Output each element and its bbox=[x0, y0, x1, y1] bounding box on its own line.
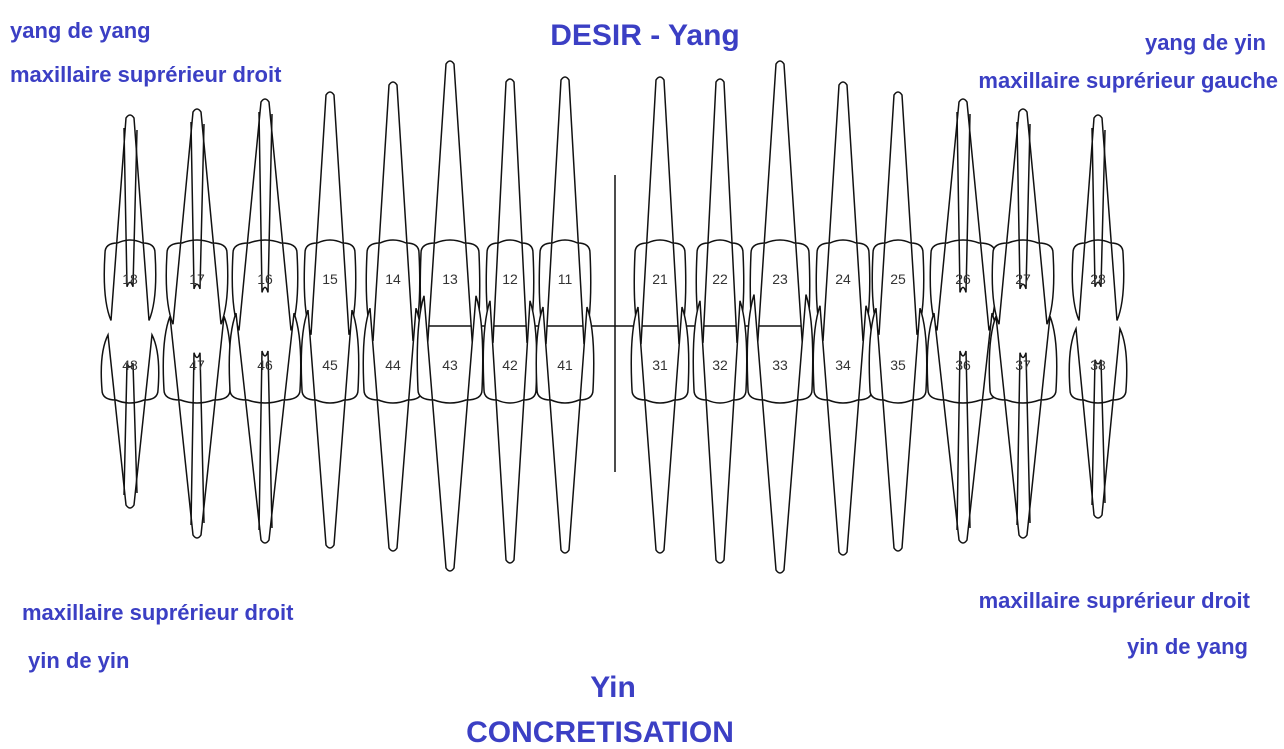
tooth-root-split bbox=[1016, 352, 1031, 526]
tooth-root-split bbox=[956, 111, 971, 293]
tooth bbox=[482, 300, 538, 564]
tooth bbox=[365, 81, 421, 342]
tooth bbox=[692, 300, 748, 564]
tooth bbox=[749, 60, 811, 355]
tooth bbox=[538, 76, 592, 345]
tooth bbox=[929, 98, 997, 331]
tooth bbox=[815, 81, 871, 342]
tooth-number: 25 bbox=[890, 271, 906, 287]
tooth-number: 42 bbox=[502, 357, 518, 373]
tooth bbox=[485, 78, 535, 344]
tooth-root-split bbox=[258, 350, 273, 531]
tooth bbox=[695, 78, 745, 344]
top-right-label: yang de yin bbox=[1145, 30, 1266, 55]
tooth-number: 27 bbox=[1015, 271, 1031, 287]
tooth bbox=[868, 307, 928, 552]
tooth-number: 44 bbox=[385, 357, 401, 373]
title: DESIR - Yang bbox=[550, 19, 740, 52]
tooth-number: 23 bbox=[772, 271, 788, 287]
tooth-number: 43 bbox=[442, 357, 458, 373]
tooth-number: 36 bbox=[955, 357, 971, 373]
tooth bbox=[228, 312, 302, 544]
tooth-number: 26 bbox=[955, 271, 971, 287]
tooth bbox=[926, 312, 1000, 544]
tooth-number: 35 bbox=[890, 357, 906, 373]
tooth-number: 47 bbox=[189, 357, 205, 373]
tooth bbox=[362, 307, 424, 552]
tooth bbox=[231, 98, 299, 331]
tooth-root-split bbox=[258, 111, 273, 293]
tooth-number: 18 bbox=[122, 271, 138, 287]
tooth-number: 37 bbox=[1015, 357, 1031, 373]
bottom-right-label: yin de yang bbox=[1127, 634, 1248, 659]
tooth bbox=[165, 108, 229, 325]
bottom-right-label: maxillaire suprérieur droit bbox=[979, 588, 1251, 613]
bottom-title: CONCRETISATION bbox=[466, 716, 734, 749]
tooth bbox=[416, 295, 484, 572]
tooth-number: 22 bbox=[712, 271, 728, 287]
tooth-number: 15 bbox=[322, 271, 338, 287]
bottom-left-label: yin de yin bbox=[28, 648, 129, 673]
tooth-root-split bbox=[123, 127, 138, 288]
tooth bbox=[162, 316, 232, 539]
tooth bbox=[1071, 114, 1125, 321]
tooth-number: 38 bbox=[1090, 357, 1106, 373]
tooth-number: 16 bbox=[257, 271, 273, 287]
tooth-number: 31 bbox=[652, 357, 668, 373]
tooth bbox=[630, 306, 690, 554]
tooth bbox=[812, 305, 874, 556]
tooth-root-split bbox=[190, 121, 205, 290]
top-left-label: maxillaire suprérieur droit bbox=[10, 62, 282, 87]
tooth bbox=[633, 76, 687, 345]
tooth-root-split bbox=[1091, 127, 1106, 288]
tooth bbox=[100, 332, 160, 509]
tooth-number: 48 bbox=[122, 357, 138, 373]
tooth-root-split bbox=[1016, 121, 1031, 290]
tooth-number: 11 bbox=[558, 271, 573, 287]
tooth-number: 12 bbox=[502, 271, 518, 287]
tooth-number: 34 bbox=[835, 357, 851, 373]
tooth-number: 41 bbox=[557, 357, 573, 373]
tooth-number: 14 bbox=[385, 271, 401, 287]
tooth-number: 46 bbox=[257, 357, 273, 373]
tooth-root-split bbox=[190, 352, 205, 526]
tooth-number: 45 bbox=[322, 357, 338, 373]
tooth bbox=[300, 309, 360, 549]
tooth bbox=[419, 60, 481, 355]
tooth-root-split bbox=[1091, 359, 1106, 506]
bottom-left-label: maxillaire suprérieur droit bbox=[22, 600, 294, 625]
tooth-number: 32 bbox=[712, 357, 728, 373]
tooth bbox=[871, 91, 925, 336]
tooth bbox=[303, 91, 357, 336]
tooth bbox=[988, 316, 1058, 539]
tooth bbox=[991, 108, 1055, 325]
tooth-number: 33 bbox=[772, 357, 788, 373]
tooth-root-split bbox=[956, 350, 971, 531]
tooth-number: 28 bbox=[1090, 271, 1106, 287]
tooth bbox=[1068, 325, 1128, 519]
top-right-label: maxillaire suprérieur gauche bbox=[978, 68, 1278, 93]
tooth-number: 17 bbox=[189, 271, 205, 287]
tooth-number: 13 bbox=[442, 271, 458, 287]
tooth bbox=[103, 114, 157, 321]
tooth bbox=[535, 306, 595, 554]
top-left-label: yang de yang bbox=[10, 18, 151, 43]
tooth bbox=[746, 294, 814, 574]
bottom-title: Yin bbox=[590, 671, 636, 704]
tooth-root-split bbox=[123, 362, 138, 496]
tooth-number: 21 bbox=[652, 271, 668, 287]
tooth-number: 24 bbox=[835, 271, 851, 287]
